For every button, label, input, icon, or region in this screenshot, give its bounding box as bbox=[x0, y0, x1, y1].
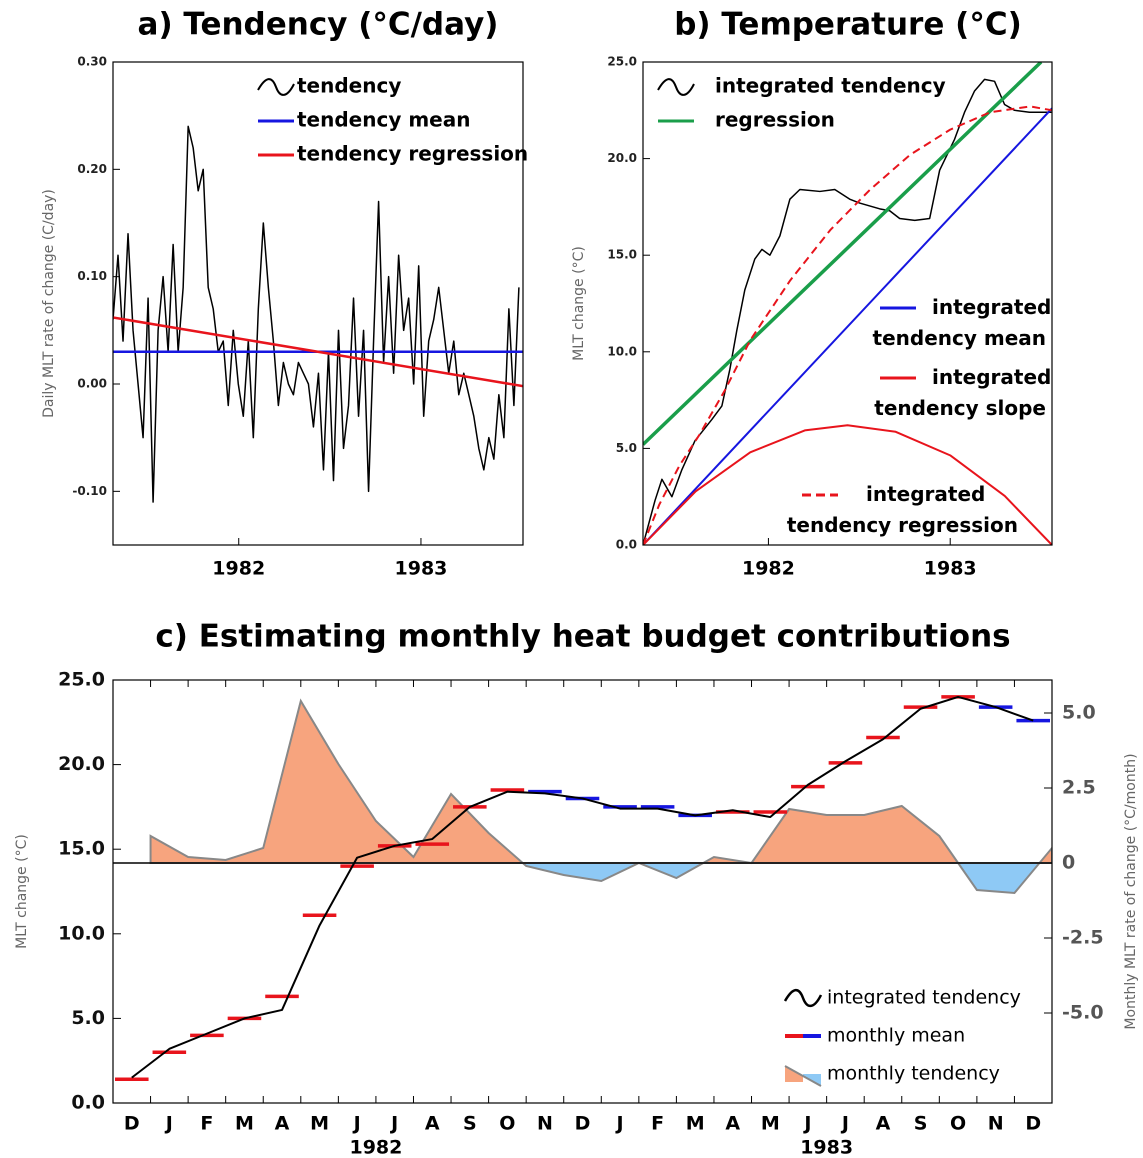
y-tick-label: 0.20 bbox=[77, 162, 107, 176]
y-tick-label: 0.00 bbox=[77, 377, 107, 391]
y2-tick-label: -2.5 bbox=[1062, 927, 1104, 949]
legend-label: tendency bbox=[297, 74, 401, 98]
x-tick-label: J bbox=[840, 1113, 849, 1135]
x-tick-label: M bbox=[761, 1113, 780, 1135]
x-tick-label: J bbox=[389, 1113, 398, 1135]
series-line bbox=[643, 107, 1052, 545]
y-tick-label: 15.0 bbox=[607, 248, 637, 262]
x-tick-label: 1982 bbox=[212, 558, 265, 580]
legend-label: tendency regression bbox=[297, 142, 528, 166]
chart-title: a) Tendency (°C/day) bbox=[138, 7, 499, 43]
legend-label: tendency mean bbox=[297, 108, 470, 132]
legend-label: integrated tendency mean bbox=[873, 295, 1059, 350]
x-tick-label: J bbox=[802, 1113, 811, 1135]
x-tick-label: 1983 bbox=[395, 558, 448, 580]
y-tick-label: -0.10 bbox=[72, 484, 107, 498]
chart-title: c) Estimating monthly heat budget contri… bbox=[155, 619, 1010, 655]
plot-frame bbox=[112, 679, 1053, 1104]
x-tick-label: S bbox=[463, 1113, 477, 1135]
plot-frame bbox=[642, 61, 1053, 546]
y-tick-label: 10.0 bbox=[607, 344, 637, 358]
legend-swatch bbox=[257, 78, 295, 96]
series-line bbox=[643, 105, 1052, 545]
series-line bbox=[113, 125, 520, 503]
y2-axis-label: Monthly MLT rate of change (°C/month) bbox=[1123, 753, 1139, 1029]
y-tick-label: 15.0 bbox=[58, 838, 105, 860]
x-tick-label: D bbox=[1025, 1113, 1041, 1135]
x-tick-label: D bbox=[124, 1113, 140, 1135]
y-tick-label: 0.0 bbox=[616, 538, 637, 552]
y-tick-label: 0.10 bbox=[77, 269, 107, 283]
x-tick-label: M bbox=[686, 1113, 705, 1135]
x-tick-label: 1982 bbox=[742, 558, 795, 580]
y-axis-label: MLT change (°C) bbox=[14, 834, 30, 949]
x-tick-label: O bbox=[499, 1113, 515, 1135]
series-line bbox=[643, 62, 1043, 446]
x-tick-label: A bbox=[425, 1113, 440, 1135]
y-axis-label: Daily MLT rate of change (C/day) bbox=[41, 189, 57, 418]
y2-tick-label: 2.5 bbox=[1062, 777, 1096, 799]
x-tick-label: N bbox=[988, 1113, 1004, 1135]
legend-label: monthly tendency bbox=[827, 1063, 1000, 1085]
y-tick-label: 25.0 bbox=[607, 55, 637, 69]
x-tick-label: O bbox=[950, 1113, 966, 1135]
x-tick-label: 1983 bbox=[924, 558, 977, 580]
year-label: 1983 bbox=[800, 1137, 853, 1158]
plot-frame bbox=[112, 61, 524, 546]
year-label: 1982 bbox=[349, 1137, 402, 1158]
legend-label: monthly mean bbox=[827, 1025, 965, 1047]
x-tick-label: A bbox=[725, 1113, 740, 1135]
legend-label: integrated tendency bbox=[827, 987, 1021, 1009]
plot-area bbox=[115, 695, 1052, 1082]
y-axis-label: MLT change (°C) bbox=[571, 246, 587, 361]
y-tick-label: 20.0 bbox=[58, 753, 105, 775]
plot-area bbox=[113, 125, 523, 503]
plot-area bbox=[643, 62, 1052, 545]
x-tick-label: M bbox=[310, 1113, 329, 1135]
area bbox=[149, 698, 1052, 895]
y2-tick-label: 0 bbox=[1062, 852, 1075, 874]
legend-label: integrated tendency slope bbox=[874, 365, 1058, 420]
series-line bbox=[131, 695, 1034, 1079]
legend-swatch bbox=[783, 988, 823, 1008]
x-tick-label: J bbox=[164, 1113, 173, 1135]
series-line bbox=[643, 424, 1052, 545]
y-tick-label: 25.0 bbox=[58, 669, 105, 691]
x-tick-label: N bbox=[537, 1113, 553, 1135]
y-tick-label: 0.30 bbox=[77, 55, 107, 69]
x-tick-label: A bbox=[275, 1113, 290, 1135]
chart-title: b) Temperature (°C) bbox=[674, 7, 1022, 43]
y2-tick-label: 5.0 bbox=[1062, 702, 1096, 724]
x-tick-label: D bbox=[575, 1113, 591, 1135]
y-tick-label: 20.0 bbox=[607, 151, 637, 165]
y2-tick-label: -5.0 bbox=[1062, 1002, 1104, 1024]
x-tick-label: A bbox=[876, 1113, 891, 1135]
y-tick-label: 5.0 bbox=[616, 441, 637, 455]
legend-label: integrated tendency regression bbox=[787, 482, 1018, 537]
x-tick-label: J bbox=[352, 1113, 361, 1135]
legend-swatch bbox=[657, 78, 695, 96]
x-tick-label: S bbox=[914, 1113, 928, 1135]
x-tick-label: F bbox=[200, 1113, 213, 1135]
y-tick-label: 5.0 bbox=[71, 1007, 105, 1029]
legend-label: regression bbox=[715, 108, 835, 132]
y-tick-label: 0.0 bbox=[71, 1092, 105, 1114]
y-tick-label: 10.0 bbox=[58, 922, 105, 944]
x-tick-label: M bbox=[235, 1113, 254, 1135]
legend-swatch bbox=[785, 1066, 803, 1082]
x-tick-label: J bbox=[615, 1113, 624, 1135]
series-line bbox=[643, 78, 1052, 545]
legend-label: integrated tendency bbox=[715, 74, 946, 98]
legend-swatch bbox=[784, 1065, 822, 1087]
x-tick-label: F bbox=[651, 1113, 664, 1135]
series-line bbox=[113, 316, 523, 388]
